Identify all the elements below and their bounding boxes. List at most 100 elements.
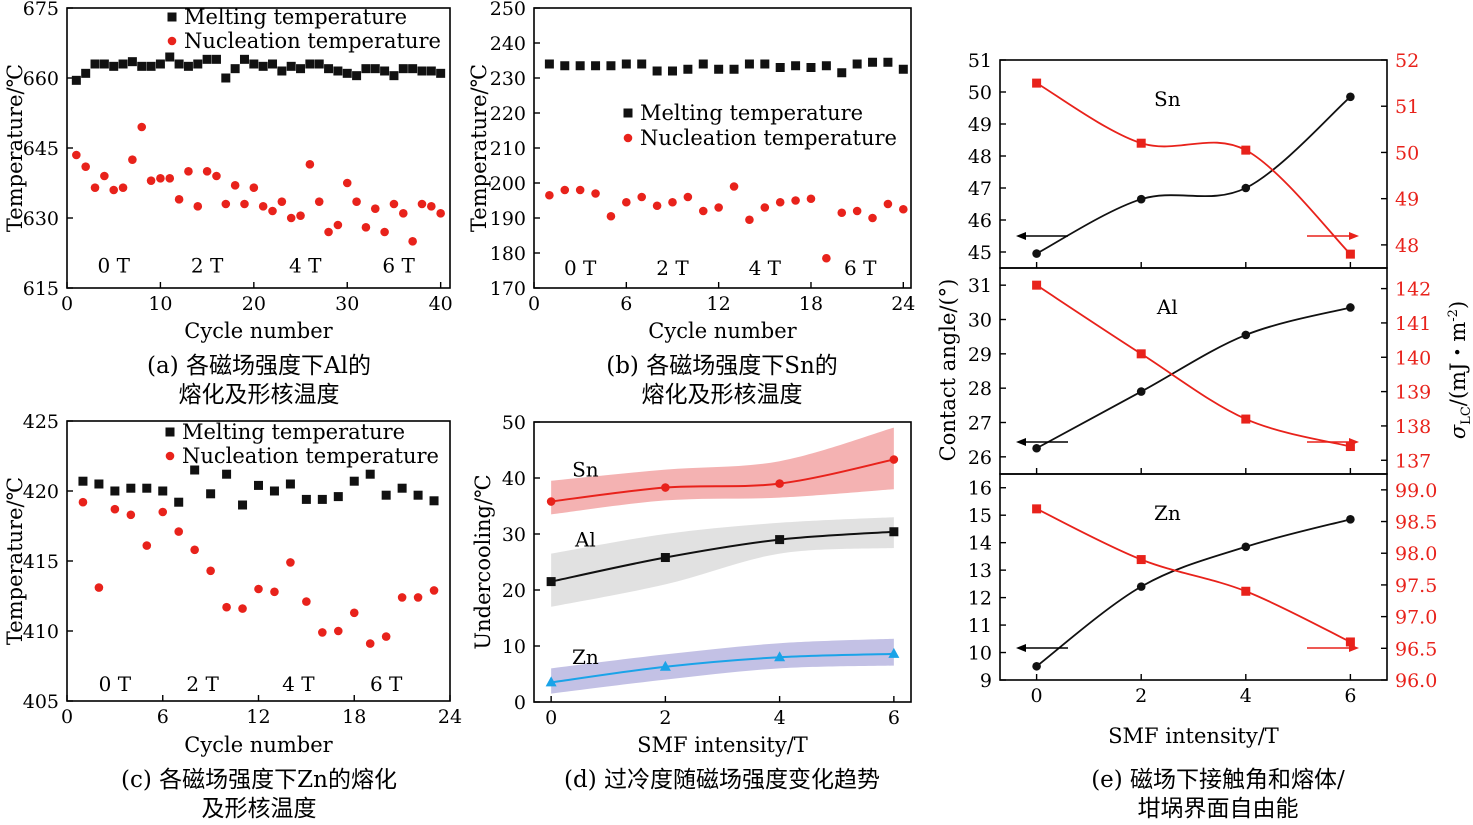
- data-point: [606, 61, 616, 71]
- plot-frame: [999, 59, 1388, 269]
- data-point: [397, 593, 407, 602]
- x-tick-label: 20: [242, 293, 266, 315]
- data-point: [202, 54, 212, 64]
- contact-angle-point: [1241, 542, 1251, 552]
- caption: (d) 过冷度随磁场强度变化趋势: [564, 767, 880, 793]
- y-tick-label-right: 99.0: [1395, 480, 1437, 502]
- y-tick-label: 420: [23, 481, 59, 503]
- arrow-right-head-icon: [1349, 644, 1359, 652]
- x-tick-label: 0: [61, 706, 73, 728]
- data-point: [333, 220, 343, 230]
- field-label: 4 T: [749, 256, 782, 280]
- series-label: Al: [574, 528, 596, 552]
- x-tick-label: 2: [659, 707, 671, 729]
- y-tick-label-right: 96.5: [1395, 638, 1437, 660]
- data-point: [240, 199, 249, 209]
- data-point: [126, 483, 136, 493]
- data-point: [212, 171, 221, 181]
- x-tick-label: 24: [891, 293, 915, 315]
- data-point: [365, 469, 375, 479]
- contact-angle-line: [1036, 96, 1351, 255]
- data-point: [222, 602, 231, 612]
- data-point: [174, 527, 184, 536]
- data-point: [791, 61, 801, 71]
- data-point: [190, 465, 200, 475]
- data-point: [683, 64, 693, 74]
- panel-label: Sn: [1154, 87, 1181, 111]
- data-point: [714, 64, 724, 74]
- data-point: [206, 489, 216, 499]
- data-point: [868, 57, 878, 67]
- data-point: [621, 59, 631, 69]
- data-point: [238, 500, 248, 510]
- data-point: [791, 196, 800, 205]
- free-energy-point: [1241, 414, 1251, 424]
- data-point: [408, 237, 417, 246]
- contact-angle-point: [1136, 582, 1146, 591]
- y-tick-label: 170: [490, 278, 526, 300]
- data-point: [889, 455, 899, 464]
- data-point: [637, 59, 647, 69]
- data-point: [254, 584, 263, 594]
- y-tick-label: 14: [968, 533, 992, 555]
- y-tick-label-right: 96.0: [1395, 670, 1437, 692]
- legend-marker: [167, 12, 177, 22]
- x-tick-label: 6: [157, 706, 169, 728]
- data-point: [361, 223, 371, 232]
- x-tick-label: 30: [335, 293, 359, 315]
- x-axis-label: Cycle number: [184, 733, 333, 757]
- arrow-left-head-icon: [1016, 438, 1026, 446]
- series-melting-temperature: [78, 465, 439, 510]
- data-point: [142, 483, 152, 493]
- y-tick-label: 10: [502, 636, 526, 658]
- data-point: [591, 61, 601, 71]
- legend-marker: [165, 427, 175, 437]
- data-point: [296, 64, 306, 74]
- data-point: [314, 59, 324, 69]
- x-tick-label: 2: [1135, 685, 1147, 707]
- legend-marker: [167, 36, 177, 46]
- panel-al: 26 27 28 29 30 31 137 138 139 140 141 142 Al: [968, 267, 1431, 475]
- legend-label: Nucleation temperature: [182, 444, 439, 468]
- field-label: 2 T: [656, 256, 689, 280]
- contact-angle-point: [1136, 387, 1146, 396]
- data-point: [71, 75, 81, 85]
- y-tick-label: 51: [968, 50, 992, 72]
- data-point: [109, 185, 119, 195]
- y-tick-label: 210: [490, 138, 526, 160]
- data-point: [324, 227, 333, 237]
- free-energy-point: [1241, 145, 1251, 155]
- plot-frame: [999, 473, 1388, 681]
- data-point: [714, 203, 723, 212]
- legend-label: Nucleation temperature: [640, 126, 897, 150]
- data-point: [883, 199, 893, 209]
- y-tick-label-right: 97.0: [1395, 607, 1437, 629]
- data-point: [545, 676, 557, 687]
- data-point: [436, 68, 446, 78]
- data-point: [165, 174, 175, 183]
- data-point: [202, 167, 212, 176]
- contact-angle-point: [1032, 443, 1041, 453]
- data-point: [744, 59, 754, 69]
- x-tick-label: 6: [888, 707, 900, 729]
- chart-e: 454647484950514849505152Sn26272829303113…: [936, 50, 1473, 822]
- arrow-left-head-icon: [1016, 644, 1026, 652]
- x-axis-label: Cycle number: [184, 319, 333, 343]
- y-tick-label: 230: [490, 68, 526, 90]
- data-point: [560, 185, 570, 195]
- data-point: [333, 66, 343, 76]
- data-point: [165, 52, 175, 62]
- y-axis-label: Temperature/℃: [3, 477, 27, 645]
- data-point: [417, 199, 427, 209]
- arrow-right-head-icon: [1349, 438, 1359, 446]
- data-point: [883, 57, 893, 67]
- data-point: [889, 527, 899, 537]
- data-point: [380, 227, 389, 237]
- legend-label: Melting temperature: [182, 420, 405, 444]
- y-tick-label: 180: [490, 243, 526, 265]
- y-tick-label-right: 98.0: [1395, 543, 1437, 565]
- data-point: [296, 211, 305, 220]
- y-tick-label: 50: [968, 82, 992, 104]
- x-tick-label: 12: [707, 293, 731, 315]
- y-axis-label-right: σLC/(mJ・m-2): [1446, 301, 1473, 439]
